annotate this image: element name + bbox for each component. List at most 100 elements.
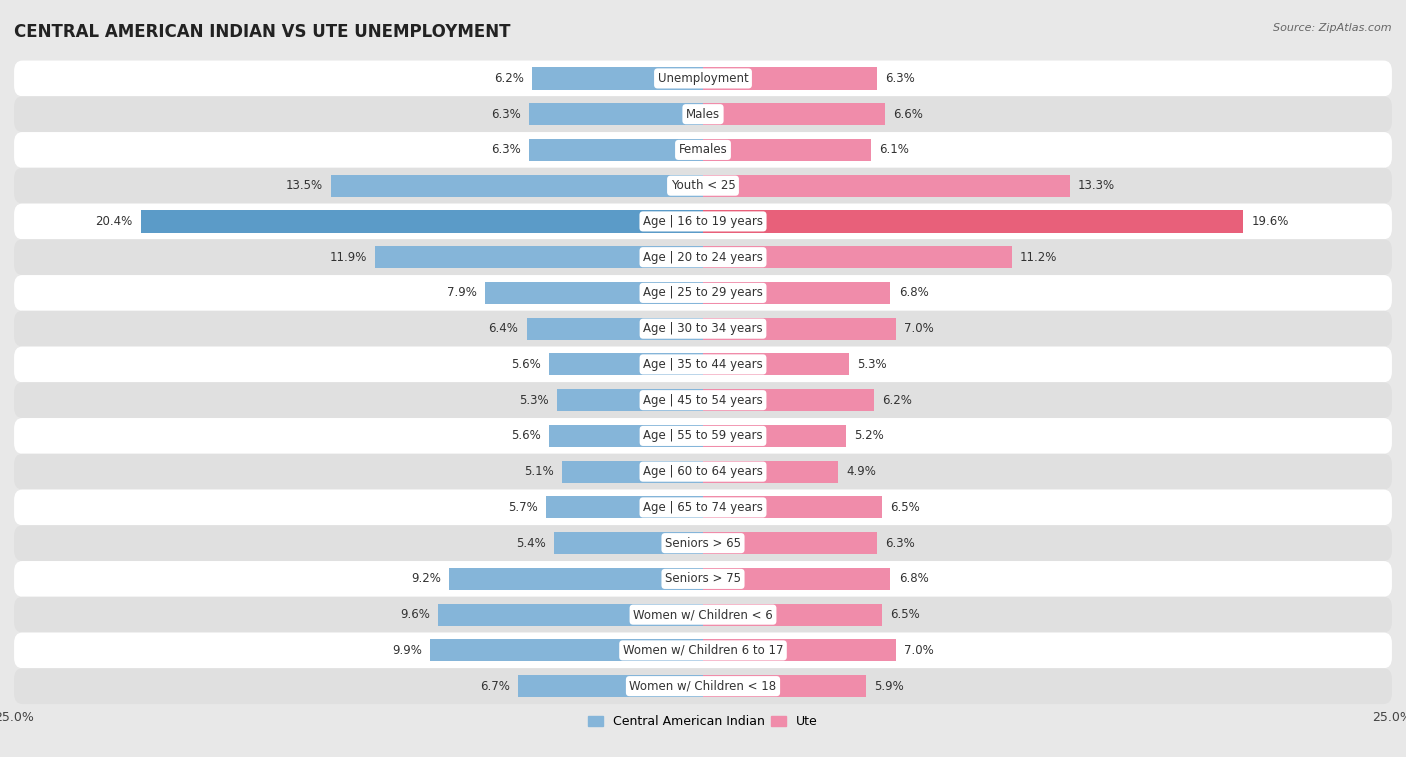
Bar [141, 210, 703, 232]
Text: 6.4%: 6.4% [488, 322, 519, 335]
Text: 13.3%: 13.3% [1078, 179, 1115, 192]
Text: Source: ZipAtlas.com: Source: ZipAtlas.com [1274, 23, 1392, 33]
Bar [703, 246, 1012, 268]
Bar [546, 497, 703, 519]
FancyBboxPatch shape [14, 275, 1392, 311]
Text: Age | 60 to 64 years: Age | 60 to 64 years [643, 465, 763, 478]
Text: Age | 55 to 59 years: Age | 55 to 59 years [643, 429, 763, 442]
Bar [703, 103, 884, 125]
Text: Age | 35 to 44 years: Age | 35 to 44 years [643, 358, 763, 371]
Text: 11.2%: 11.2% [1019, 251, 1057, 263]
Bar [703, 603, 882, 626]
Text: Women w/ Children 6 to 17: Women w/ Children 6 to 17 [623, 644, 783, 657]
Text: Women w/ Children < 6: Women w/ Children < 6 [633, 608, 773, 621]
Text: Males: Males [686, 107, 720, 120]
Bar [703, 354, 849, 375]
Bar [330, 175, 703, 197]
Bar [703, 389, 875, 411]
Text: Youth < 25: Youth < 25 [671, 179, 735, 192]
Bar [703, 425, 846, 447]
Text: Age | 65 to 74 years: Age | 65 to 74 years [643, 501, 763, 514]
Text: 5.1%: 5.1% [524, 465, 554, 478]
Bar [557, 389, 703, 411]
Bar [527, 318, 703, 340]
Text: 6.6%: 6.6% [893, 107, 922, 120]
Text: 6.3%: 6.3% [491, 107, 522, 120]
Text: 6.7%: 6.7% [481, 680, 510, 693]
Text: 5.6%: 5.6% [510, 429, 540, 442]
Bar [703, 460, 838, 483]
Text: Women w/ Children < 18: Women w/ Children < 18 [630, 680, 776, 693]
Text: 6.3%: 6.3% [491, 143, 522, 157]
Text: Age | 20 to 24 years: Age | 20 to 24 years [643, 251, 763, 263]
FancyBboxPatch shape [14, 490, 1392, 525]
Text: 6.5%: 6.5% [890, 501, 920, 514]
FancyBboxPatch shape [14, 597, 1392, 633]
Text: Age | 16 to 19 years: Age | 16 to 19 years [643, 215, 763, 228]
Bar [554, 532, 703, 554]
Text: 6.3%: 6.3% [884, 72, 915, 85]
Bar [703, 175, 1070, 197]
FancyBboxPatch shape [14, 633, 1392, 668]
Bar [703, 497, 882, 519]
FancyBboxPatch shape [14, 525, 1392, 561]
Bar [703, 139, 872, 161]
Bar [375, 246, 703, 268]
Bar [703, 282, 890, 304]
Bar [562, 460, 703, 483]
FancyBboxPatch shape [14, 418, 1392, 453]
Text: 4.9%: 4.9% [846, 465, 876, 478]
Text: CENTRAL AMERICAN INDIAN VS UTE UNEMPLOYMENT: CENTRAL AMERICAN INDIAN VS UTE UNEMPLOYM… [14, 23, 510, 41]
Bar [531, 67, 703, 89]
FancyBboxPatch shape [14, 668, 1392, 704]
Legend: Central American Indian, Ute: Central American Indian, Ute [583, 710, 823, 733]
Text: Age | 25 to 29 years: Age | 25 to 29 years [643, 286, 763, 300]
Text: 11.9%: 11.9% [329, 251, 367, 263]
Bar [439, 603, 703, 626]
Bar [703, 532, 876, 554]
Text: 7.0%: 7.0% [904, 322, 934, 335]
FancyBboxPatch shape [14, 239, 1392, 275]
Bar [485, 282, 703, 304]
Text: 7.0%: 7.0% [904, 644, 934, 657]
Text: Age | 30 to 34 years: Age | 30 to 34 years [643, 322, 763, 335]
Text: 5.7%: 5.7% [508, 501, 537, 514]
Text: 6.2%: 6.2% [494, 72, 524, 85]
Text: 19.6%: 19.6% [1251, 215, 1289, 228]
FancyBboxPatch shape [14, 382, 1392, 418]
FancyBboxPatch shape [14, 561, 1392, 597]
Text: 6.1%: 6.1% [879, 143, 910, 157]
FancyBboxPatch shape [14, 347, 1392, 382]
Bar [548, 425, 703, 447]
Bar [430, 640, 703, 662]
FancyBboxPatch shape [14, 132, 1392, 168]
Bar [530, 103, 703, 125]
Text: 6.8%: 6.8% [898, 286, 928, 300]
Text: 5.3%: 5.3% [858, 358, 887, 371]
Bar [530, 139, 703, 161]
Text: 5.2%: 5.2% [855, 429, 884, 442]
Text: Females: Females [679, 143, 727, 157]
Text: 9.9%: 9.9% [392, 644, 422, 657]
Text: 9.6%: 9.6% [401, 608, 430, 621]
Text: 6.2%: 6.2% [882, 394, 912, 407]
Bar [548, 354, 703, 375]
FancyBboxPatch shape [14, 168, 1392, 204]
Bar [450, 568, 703, 590]
Text: 20.4%: 20.4% [96, 215, 132, 228]
Text: Unemployment: Unemployment [658, 72, 748, 85]
Text: 6.3%: 6.3% [884, 537, 915, 550]
FancyBboxPatch shape [14, 453, 1392, 490]
Bar [703, 568, 890, 590]
Bar [703, 67, 876, 89]
FancyBboxPatch shape [14, 311, 1392, 347]
FancyBboxPatch shape [14, 61, 1392, 96]
Text: Seniors > 65: Seniors > 65 [665, 537, 741, 550]
Text: 5.9%: 5.9% [875, 680, 904, 693]
Text: 5.6%: 5.6% [510, 358, 540, 371]
FancyBboxPatch shape [14, 96, 1392, 132]
Text: 6.5%: 6.5% [890, 608, 920, 621]
Text: 9.2%: 9.2% [412, 572, 441, 585]
Bar [703, 675, 866, 697]
Bar [703, 640, 896, 662]
